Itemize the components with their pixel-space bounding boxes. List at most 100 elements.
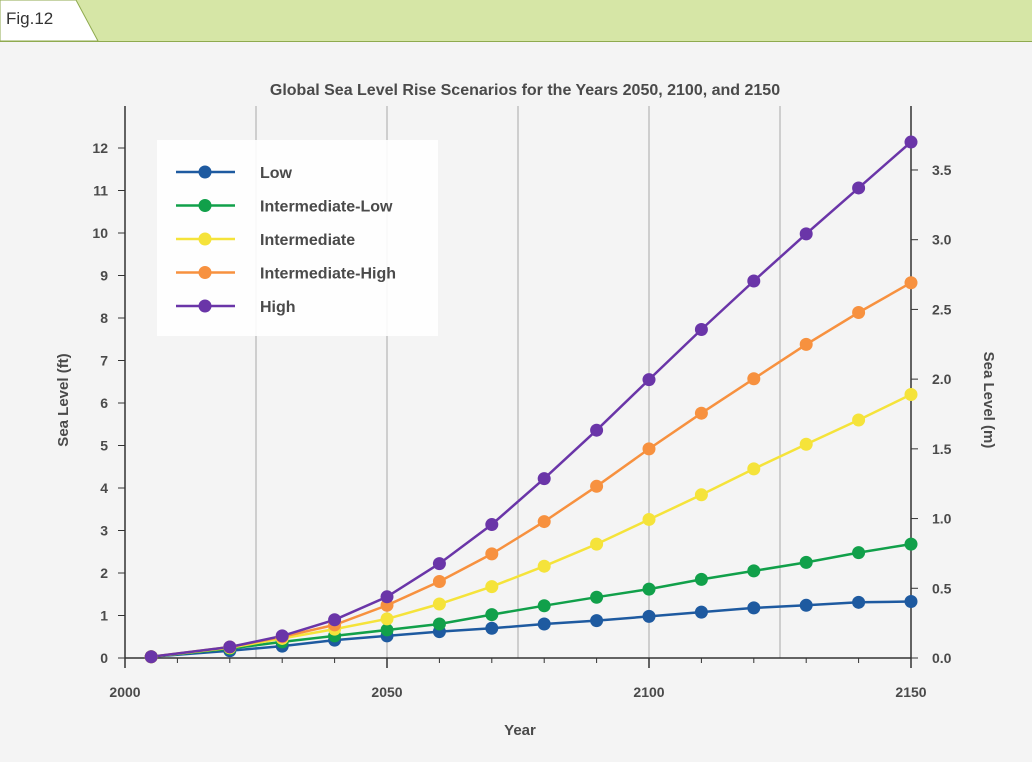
series-point-0 xyxy=(852,595,866,609)
y-left-tick-label: 10 xyxy=(92,225,108,241)
series-point-1 xyxy=(694,572,708,586)
series-point-1 xyxy=(904,537,918,551)
series-point-4 xyxy=(590,423,604,437)
series-point-4 xyxy=(537,472,551,486)
y-right-tick-label: 3.0 xyxy=(932,232,952,248)
axes: 2000 2050 2100 215001234567891011120.00.51.… xyxy=(92,106,952,700)
series-point-4 xyxy=(432,557,446,571)
series-point-4 xyxy=(694,322,708,336)
figure-header-band xyxy=(0,0,1032,42)
series-point-2 xyxy=(747,462,761,476)
x-tick-label: 2100 xyxy=(633,684,664,700)
y-right-tick-label: 2.5 xyxy=(932,301,952,317)
y-right-tick-label: 0.0 xyxy=(932,650,952,666)
series-point-3 xyxy=(537,515,551,529)
y-right-tick-label: 0.5 xyxy=(932,580,952,596)
series-point-0 xyxy=(904,594,918,608)
y-left-tick-label: 4 xyxy=(100,480,108,496)
series-point-3 xyxy=(590,479,604,493)
x-tick-label: 2000 xyxy=(109,684,140,700)
series-point-2 xyxy=(799,437,813,451)
y-left-tick-label: 2 xyxy=(100,565,108,581)
series-point-4 xyxy=(485,518,499,532)
series-point-3 xyxy=(799,337,813,351)
y-axis-left-title: Sea Level (ft) xyxy=(55,353,72,446)
legend-swatch-marker xyxy=(198,266,212,279)
x-axis-title: Year xyxy=(504,722,536,739)
series-point-0 xyxy=(747,601,761,615)
legend-label: Low xyxy=(260,165,293,182)
series-point-4 xyxy=(799,227,813,241)
series-line-0 xyxy=(151,600,912,658)
x-tick-label: 2150 xyxy=(895,684,926,700)
series-point-1 xyxy=(590,590,604,604)
series-point-4 xyxy=(904,135,918,149)
series-point-4 xyxy=(852,181,866,195)
y-left-tick-label: 3 xyxy=(100,523,108,539)
y-left-tick-label: 5 xyxy=(100,438,108,454)
series-point-1 xyxy=(432,617,446,631)
series-point-4 xyxy=(144,650,158,664)
legend-label: High xyxy=(260,299,296,316)
y-right-tick-label: 1.0 xyxy=(932,511,952,527)
y-left-tick-label: 7 xyxy=(100,353,108,369)
y-left-tick-label: 6 xyxy=(100,395,108,411)
series-point-2 xyxy=(380,612,394,626)
series-point-2 xyxy=(485,580,499,594)
series-point-1 xyxy=(852,546,866,560)
legend-swatch-marker xyxy=(198,199,212,212)
series-point-4 xyxy=(642,373,656,387)
series-point-3 xyxy=(904,276,918,290)
series-point-0 xyxy=(694,605,708,619)
series-point-1 xyxy=(485,608,499,622)
series-point-1 xyxy=(642,582,656,596)
legend-label: Intermediate-High xyxy=(260,266,396,283)
series-point-2 xyxy=(852,413,866,427)
y-left-tick-label: 9 xyxy=(100,268,108,284)
series-point-3 xyxy=(852,305,866,319)
figure-label: Fig.12 xyxy=(6,9,54,28)
series-point-0 xyxy=(590,614,604,628)
series-point-3 xyxy=(642,442,656,456)
y-left-tick-label: 12 xyxy=(92,140,108,156)
y-left-tick-label: 11 xyxy=(93,183,108,199)
series-point-1 xyxy=(537,599,551,613)
y-right-tick-label: 1.5 xyxy=(932,441,952,457)
legend-label: Intermediate xyxy=(260,232,355,249)
series-point-4 xyxy=(747,274,761,288)
series-point-4 xyxy=(223,640,237,654)
series-point-0 xyxy=(642,609,656,623)
legend-swatch-marker xyxy=(198,232,212,246)
y-axis-right-title: Sea Level (m) xyxy=(980,352,997,449)
legend-swatch-marker xyxy=(198,299,212,313)
series-point-0 xyxy=(799,598,813,612)
series-point-2 xyxy=(590,537,604,551)
series-point-4 xyxy=(328,613,342,627)
y-left-tick-label: 0 xyxy=(100,650,108,666)
series-line-2 xyxy=(151,393,912,658)
series-point-1 xyxy=(799,555,813,569)
legend-swatch-marker xyxy=(198,165,212,179)
y-left-tick-label: 8 xyxy=(100,310,108,326)
series-point-3 xyxy=(694,406,708,420)
series-point-2 xyxy=(537,559,551,573)
series-point-3 xyxy=(432,575,446,588)
series-lines xyxy=(144,135,918,664)
figure-tab xyxy=(0,0,99,42)
y-right-tick-label: 3.5 xyxy=(932,162,952,178)
series-point-4 xyxy=(275,629,289,643)
series-point-2 xyxy=(432,597,446,611)
series-point-3 xyxy=(747,372,761,386)
series-point-2 xyxy=(694,488,708,502)
legend: Low Intermediate-Low Intermediate Intermedi… xyxy=(157,140,438,336)
series-line-3 xyxy=(151,281,912,658)
y-right-tick-label: 2.0 xyxy=(932,371,952,387)
series-point-1 xyxy=(747,564,761,578)
series-point-2 xyxy=(904,388,918,401)
chart-title: Global Sea Level Rise Scenarios for the … xyxy=(270,82,780,99)
series-point-0 xyxy=(485,621,499,635)
series-point-4 xyxy=(380,590,394,604)
series-point-0 xyxy=(537,617,551,631)
legend-label: Intermediate-Low xyxy=(260,199,393,216)
